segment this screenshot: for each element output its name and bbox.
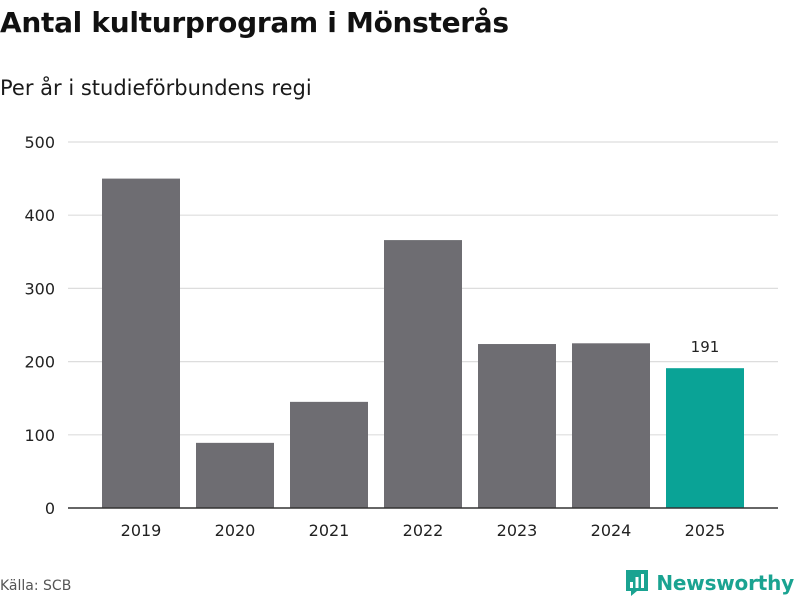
newsworthy-logo-icon [626,570,649,596]
y-tick-label-200: 200 [24,353,55,372]
x-tick-label-2025: 2025 [685,521,726,540]
chart-title: Antal kulturprogram i Mönsterås [0,6,509,39]
y-tick-label-0: 0 [45,499,55,518]
bar-2024 [572,343,650,508]
y-tick-label-100: 100 [24,426,55,445]
x-tick-label-2019: 2019 [121,521,162,540]
x-tick-label-2020: 2020 [215,521,256,540]
bar-2019 [102,178,180,508]
bar-2025 [666,368,744,508]
y-tick-label-400: 400 [24,206,55,225]
x-tick-label-2024: 2024 [591,521,632,540]
x-tick-label-2021: 2021 [309,521,350,540]
data-label-2025: 191 [691,338,720,356]
y-tick-label-300: 300 [24,279,55,298]
bar-2020 [196,442,274,508]
bar-2021 [290,401,368,508]
bar-2022 [384,240,462,508]
y-tick-label-500: 500 [24,133,55,152]
x-tick-label-2022: 2022 [403,521,444,540]
source-note: Källa: SCB [0,578,72,594]
chart-subtitle: Per år i studieförbundens regi [0,76,312,100]
bar-2023 [478,344,556,508]
brand-name: Newsworthy [656,571,794,595]
newsworthy-logo: Newsworthy [624,568,794,598]
x-tick-label-2023: 2023 [497,521,538,540]
